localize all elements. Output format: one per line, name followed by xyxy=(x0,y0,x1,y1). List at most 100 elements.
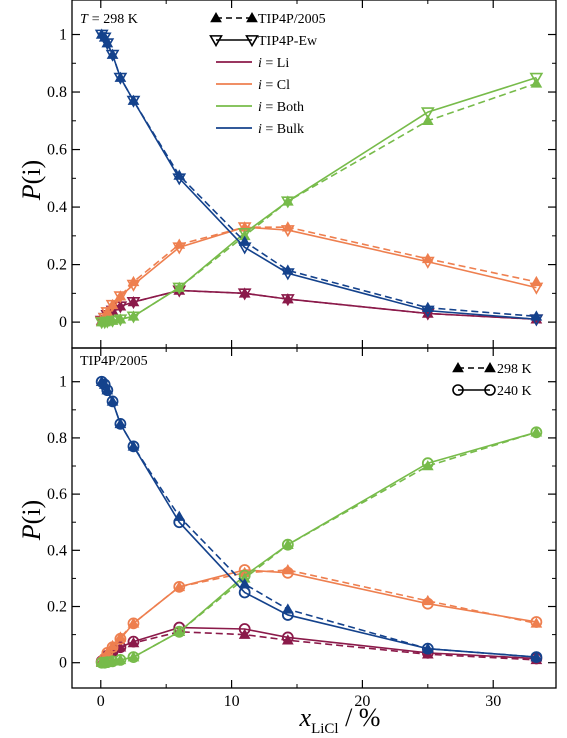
bottom-point-dashed xyxy=(173,625,186,637)
bottom-point-solid xyxy=(106,395,119,408)
bottom-ytick-label: 0 xyxy=(59,655,67,672)
top-annotation-var: T xyxy=(80,12,89,27)
legend-marker xyxy=(484,361,496,373)
legend-marker xyxy=(245,35,259,48)
top-point-solid xyxy=(105,299,120,312)
bottom-series-line-dashed xyxy=(101,381,537,658)
bottom-series-line-dashed xyxy=(101,569,537,663)
top-panel-annotation: T = 298 K xyxy=(80,12,138,27)
bottom-point-solid xyxy=(106,641,119,654)
bottom-point-solid xyxy=(530,616,543,628)
bottom-series-line-dashed xyxy=(101,431,537,664)
top-point-solid xyxy=(280,268,295,281)
top-point-solid xyxy=(237,288,252,301)
bottom-point-dashed xyxy=(421,594,434,606)
bottom-point-solid xyxy=(114,632,127,645)
bottom-point-dashed xyxy=(114,631,127,642)
bottom-point-solid xyxy=(127,440,140,453)
bottom-point-solid xyxy=(530,426,543,439)
top-ytick-label: 0.4 xyxy=(47,199,67,216)
bottom-ytick-label: 0.2 xyxy=(47,599,67,616)
bottom-point-solid xyxy=(421,457,434,470)
top-point-dashed xyxy=(421,114,434,126)
top-ytick-label: 0 xyxy=(59,314,67,331)
top-point-solid xyxy=(126,95,141,108)
top-series-line-dashed xyxy=(101,33,537,318)
top-point-solid xyxy=(420,305,435,318)
bottom-point-solid xyxy=(114,417,127,430)
top-point-solid xyxy=(529,282,544,295)
top-ytick-label: 1 xyxy=(59,27,67,44)
top-series-line-dashed xyxy=(101,226,537,323)
legend-marker xyxy=(452,384,464,396)
top-point-solid xyxy=(237,228,252,241)
top-ylabel: P(i) xyxy=(17,160,46,201)
bottom-series-line-solid xyxy=(101,569,537,663)
bottom-point-solid xyxy=(281,631,294,644)
bottom-point-solid xyxy=(101,384,114,397)
legend-marker xyxy=(246,11,258,23)
legend-series-text: = Both xyxy=(262,100,304,115)
bottom-point-solid xyxy=(127,651,140,663)
bottom-legend: 298 K 240 K xyxy=(452,361,532,399)
top-point-solid xyxy=(237,222,252,235)
xlabel-unit: / % xyxy=(339,703,381,732)
bottom-point-dashed xyxy=(530,651,543,662)
xlabel-sub: LiCl xyxy=(311,721,339,737)
bottom-point-solid xyxy=(173,625,186,638)
legend-series-label: i = Li xyxy=(258,56,289,71)
bottom-point-dashed xyxy=(106,395,119,406)
bottom-ylabel-arg: (i) xyxy=(17,500,46,525)
top-ylabel-arg: (i) xyxy=(17,160,46,185)
bottom-point-dashed xyxy=(114,417,127,429)
legend-series-var: i xyxy=(258,78,262,93)
bottom-series-2 xyxy=(95,426,543,669)
top-point-solid xyxy=(113,72,128,85)
bottom-ylabel-main: P xyxy=(17,524,46,541)
bottom-point-dashed xyxy=(530,426,543,437)
top-point-dashed xyxy=(530,275,543,287)
top-ylabel-main: P xyxy=(17,184,46,201)
bottom-point-solid xyxy=(127,635,140,648)
legend-style-label: 240 K xyxy=(497,384,532,399)
legend-series-var: i xyxy=(258,100,262,115)
top-point-solid xyxy=(529,72,544,85)
legend-style-label: 298 K xyxy=(497,362,532,377)
bottom-point-solid xyxy=(127,617,140,630)
bottom-point-dashed xyxy=(281,538,294,549)
bottom-point-dashed xyxy=(106,639,119,651)
bottom-ytick-label: 0.4 xyxy=(47,542,67,559)
top-point-solid xyxy=(172,282,187,295)
top-point-solid xyxy=(100,307,115,320)
bottom-series-0 xyxy=(95,621,543,668)
top-point-solid xyxy=(280,294,295,307)
bottom-point-dashed xyxy=(281,563,294,575)
top-point-solid xyxy=(105,49,120,62)
bottom-point-solid xyxy=(173,516,186,529)
bottom-panel-annotation: TIP4P/2005 xyxy=(80,354,148,369)
top-series-2 xyxy=(94,72,544,330)
top-point-solid xyxy=(420,107,435,120)
top-point-solid xyxy=(172,242,187,255)
legend-series-text: = Li xyxy=(262,56,289,71)
bottom-series-line-solid xyxy=(101,381,537,658)
legend-series-text: = Cl xyxy=(262,78,290,93)
top-ytick-label: 0.8 xyxy=(47,84,67,101)
top-series-line-dashed xyxy=(101,82,537,323)
legend-style-label: TIP4P/2005 xyxy=(258,12,326,27)
top-point-solid xyxy=(420,256,435,269)
top-point-solid xyxy=(237,242,252,255)
bottom-point-solid xyxy=(238,623,251,635)
bottom-ytick-label: 0.6 xyxy=(47,486,67,503)
top-point-solid xyxy=(280,225,295,238)
top-point-solid xyxy=(529,314,544,327)
bottom-point-solid xyxy=(281,609,294,621)
top-series-line-solid xyxy=(101,33,537,321)
top-series-line-solid xyxy=(101,226,537,323)
bottom-point-solid xyxy=(281,566,294,579)
legend-series-label: i = Both xyxy=(258,100,304,115)
bottom-annotation-text: TIP4P/2005 xyxy=(80,354,148,369)
